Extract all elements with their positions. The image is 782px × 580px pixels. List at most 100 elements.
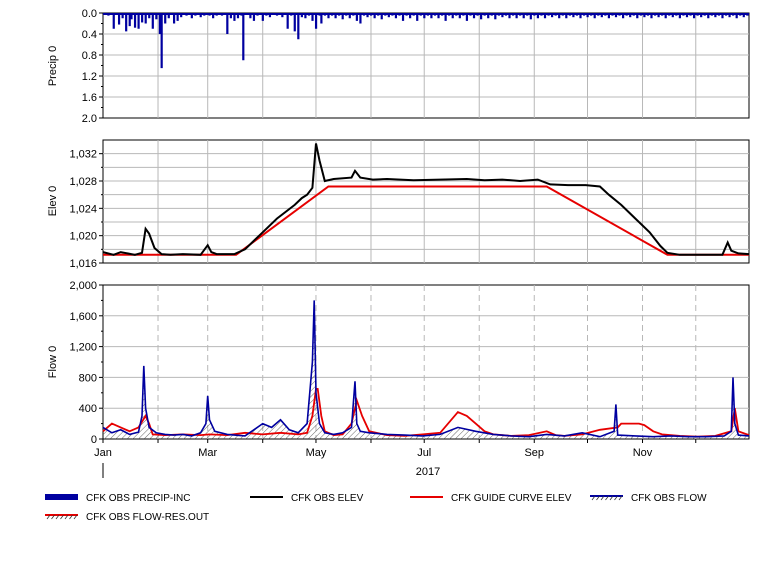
precip-bar [320, 13, 323, 24]
elev-gridlines [103, 140, 749, 263]
precip-bar [155, 13, 158, 20]
flow-gridlines [103, 285, 749, 439]
precip-bar [735, 13, 738, 19]
precip-bars [103, 13, 749, 69]
precip-bar [423, 13, 426, 19]
legend-swatch [45, 494, 78, 500]
y-tick-label: 0.0 [82, 8, 97, 20]
precip-bar [348, 13, 351, 19]
precip-bar [600, 13, 603, 18]
y-tick-label: 800 [79, 372, 97, 384]
precip-bar [229, 13, 232, 19]
precip-bar [401, 13, 405, 21]
precip-bar [501, 13, 504, 18]
x-tick-label: Jul [417, 447, 431, 459]
obs-flow-line [102, 300, 750, 438]
precip-bar [593, 13, 596, 19]
precip-bar [430, 13, 433, 19]
precip-bar [314, 13, 318, 29]
precip-bar [394, 13, 398, 19]
flow-plot-area [102, 284, 750, 440]
y-tick-label: 1.6 [82, 92, 97, 104]
precip-bar [212, 13, 215, 19]
precip-bar [515, 13, 518, 19]
precip-bar [664, 13, 667, 19]
x-tick-label: Sep [524, 447, 544, 459]
precip-bar [141, 13, 144, 23]
precip-bar [373, 13, 376, 19]
precip-bar [621, 13, 625, 19]
precip-bar [565, 13, 568, 19]
precip-bar [261, 13, 264, 21]
x-axis-year-label: 2017 [416, 466, 440, 478]
x-tick-label: May [306, 447, 327, 459]
precip-bar [579, 13, 582, 19]
precip-bar [536, 13, 540, 19]
precip-bar [167, 13, 170, 19]
y-tick-label: 2,000 [69, 280, 97, 292]
flow-x-ticks: Jan Mar May Jul Sep Nov [94, 439, 697, 459]
precip-bar [355, 13, 358, 21]
legend-swatch [45, 514, 78, 520]
precip-bar [190, 13, 193, 19]
y-tick-label: 2.0 [82, 113, 97, 125]
precip-bar [158, 13, 161, 34]
precip-bar [657, 13, 660, 18]
legend: CFK OBS PRECIP-INC CFK OBS ELEV CFK GUIDE … [45, 493, 707, 523]
precip-bar [112, 13, 115, 29]
precip-bar [252, 13, 256, 21]
precip-y-axis-label: Precip 0 [47, 46, 59, 86]
precip-bar [137, 13, 140, 29]
legend-label: CFK OBS ELEV [291, 493, 364, 504]
precip-bar [586, 13, 589, 18]
precip-bar [176, 13, 179, 21]
y-tick-label: 1,028 [69, 176, 97, 188]
precip-bar [268, 13, 272, 18]
precip-bar [233, 13, 236, 21]
precip-bar [685, 13, 689, 18]
precip-bar [728, 13, 731, 18]
precip-bar [551, 13, 554, 18]
precip-bar [707, 13, 710, 19]
flow-lines [102, 300, 750, 439]
legend-swatch [590, 495, 623, 501]
precip-bar [130, 13, 133, 20]
precip-bar [572, 13, 575, 18]
precip-bar [522, 13, 525, 19]
precip-bar [133, 13, 137, 28]
precip-bar [678, 13, 681, 19]
precip-bar [249, 13, 252, 19]
precip-bar [409, 13, 412, 19]
y-tick-label: 0.8 [82, 50, 97, 62]
precip-bar [671, 13, 674, 18]
flow-y-axis-label: Flow 0 [47, 346, 59, 378]
precip-bar [148, 13, 151, 19]
precip-bar [543, 13, 547, 19]
precip-plot-area [102, 12, 750, 119]
precip-y-ticks: 0.0 0.4 0.8 1.2 1.6 2.0 [82, 8, 103, 125]
precip-bar [643, 13, 646, 18]
precip-gridlines [103, 13, 749, 118]
precip-bar [529, 13, 532, 20]
precip-bar [380, 13, 383, 20]
y-tick-label: 0 [91, 434, 97, 446]
precip-bar [614, 13, 618, 18]
precip-bar [293, 13, 296, 32]
precip-bar [128, 13, 131, 27]
precip-bar [334, 13, 337, 19]
precip-bar [480, 13, 483, 20]
legend-label: CFK OBS FLOW [631, 493, 707, 504]
precip-bar [304, 13, 307, 19]
precip-bar [281, 13, 284, 18]
precip-bar [242, 13, 245, 61]
flow-y-ticks: 0 400 800 1,200 1,600 2,000 [69, 280, 103, 446]
precip-bar [327, 13, 330, 19]
precip-bar [387, 13, 390, 18]
precip-bar [607, 13, 610, 19]
precip-bar [636, 13, 639, 19]
precip-bar [366, 13, 369, 18]
precip-bar [721, 13, 724, 19]
precip-bar [508, 13, 511, 19]
elev-y-ticks: 1,016 1,020 1,024 1,028 1,032 [69, 149, 103, 270]
y-tick-label: 1,020 [69, 231, 97, 243]
